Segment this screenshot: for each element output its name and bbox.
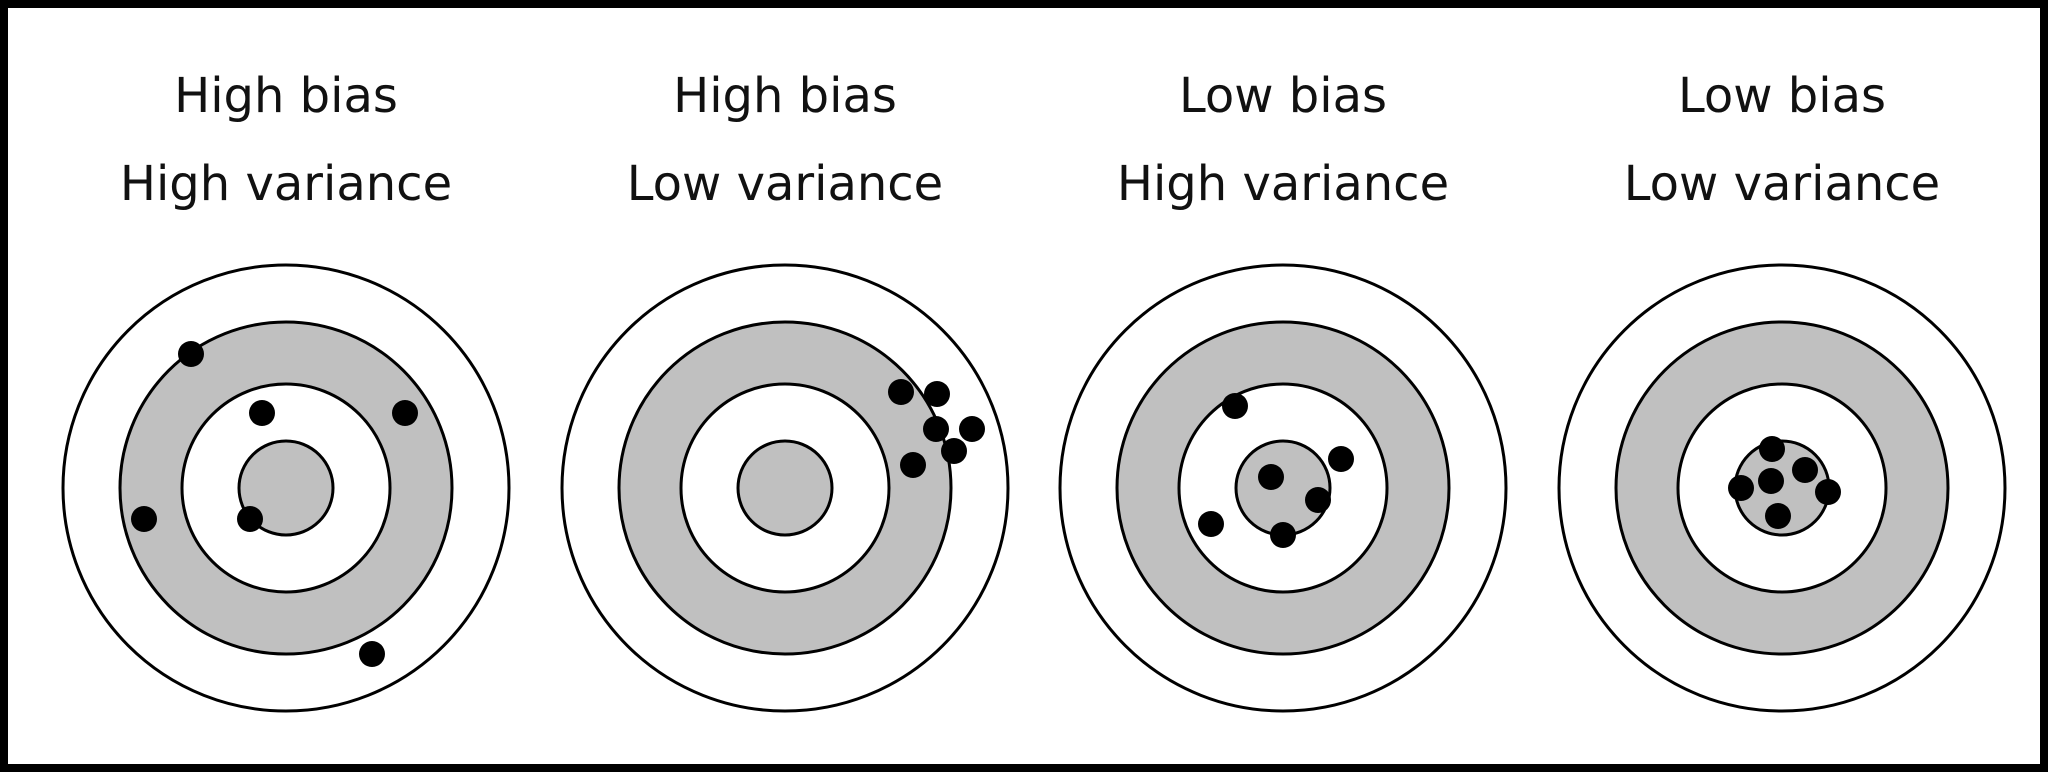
hit-dot xyxy=(941,438,967,464)
hit-dot xyxy=(924,381,950,407)
panel-high-bias-low-variance: High bias Low variance xyxy=(535,8,1035,780)
hit-dot xyxy=(1728,475,1754,501)
bias-label: Low bias xyxy=(1178,68,1387,124)
hit-dot xyxy=(900,452,926,478)
target-board xyxy=(1557,263,2007,713)
hit-dot xyxy=(1258,464,1284,490)
target-board xyxy=(560,263,1010,713)
hit-dot xyxy=(888,379,914,405)
variance-label: Low variance xyxy=(1623,156,1941,212)
bias-label: Low bias xyxy=(1677,68,1886,124)
hit-dot xyxy=(923,416,949,442)
target-board xyxy=(61,263,511,713)
hit-dot xyxy=(359,641,385,667)
hit-dot xyxy=(1758,468,1784,494)
hit-dot xyxy=(1305,487,1331,513)
panel-low-bias-low-variance: Low bias Low variance xyxy=(1532,8,2032,780)
variance-label: High variance xyxy=(1116,156,1450,212)
hit-dot xyxy=(1270,522,1296,548)
hit-dot xyxy=(1222,393,1248,419)
hit-dot xyxy=(178,341,204,367)
hit-dot xyxy=(1198,511,1224,537)
hit-dot xyxy=(249,400,275,426)
hit-dot xyxy=(392,400,418,426)
hit-dot xyxy=(959,416,985,442)
hit-dot xyxy=(1328,446,1354,472)
bullseye xyxy=(736,439,834,537)
bias-label: High bias xyxy=(174,68,398,124)
panel-high-bias-high-variance: High bias High variance xyxy=(36,8,536,780)
hit-dot xyxy=(131,506,157,532)
variance-label: Low variance xyxy=(626,156,944,212)
hit-dot xyxy=(1759,436,1785,462)
hit-dot xyxy=(1765,503,1791,529)
bias-label: High bias xyxy=(673,68,897,124)
target-board xyxy=(1058,263,1508,713)
panel-low-bias-high-variance: Low bias High variance xyxy=(1033,8,1533,780)
hit-dot xyxy=(1792,457,1818,483)
variance-label: High variance xyxy=(119,156,453,212)
hit-dot xyxy=(1815,479,1841,505)
hit-dot xyxy=(237,506,263,532)
bullseye xyxy=(237,439,335,537)
